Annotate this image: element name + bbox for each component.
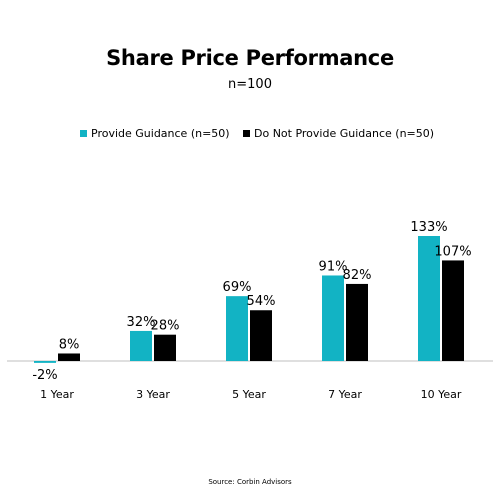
bar-provide-guidance-10-year <box>418 236 440 361</box>
bar-do-not-provide-guidance-7-year <box>346 283 368 361</box>
legend-swatch-do-not-provide-guidance <box>243 129 250 137</box>
x-tick-label-3-year: 3 Year <box>136 388 170 401</box>
x-tick-label-7-year: 7 Year <box>328 388 362 401</box>
data-label-do-not-provide-guidance-10-year: 107% <box>434 244 471 259</box>
legend-item-do-not-provide-guidance: Do Not Provide Guidance (n=50) <box>243 126 434 142</box>
x-tick-label-1-year: 1 Year <box>40 388 74 401</box>
data-label-provide-guidance-5-year: 69% <box>223 280 252 295</box>
data-label-provide-guidance-1-year: -2% <box>32 368 57 383</box>
data-label-do-not-provide-guidance-7-year: 82% <box>343 268 372 283</box>
data-label-do-not-provide-guidance-3-year: 28% <box>151 319 180 334</box>
x-tick-label-10-year: 10 Year <box>421 388 462 401</box>
data-label-provide-guidance-10-year: 133% <box>410 220 447 235</box>
chart-subtitle: n=100 <box>228 77 272 92</box>
chart-legend: Provide Guidance (n=50) Do Not Provide G… <box>0 126 500 142</box>
bar-provide-guidance-7-year <box>322 275 344 361</box>
bar-do-not-provide-guidance-5-year <box>250 310 272 361</box>
x-tick-label-5-year: 5 Year <box>232 388 266 401</box>
legend-swatch-provide-guidance <box>80 129 87 137</box>
source-note: Source: Corbin Advisors <box>208 478 292 486</box>
bar-provide-guidance-1-year <box>34 361 56 363</box>
bar-do-not-provide-guidance-10-year <box>442 260 464 361</box>
data-label-provide-guidance-3-year: 32% <box>127 315 156 330</box>
bar-do-not-provide-guidance-1-year <box>58 353 80 361</box>
legend-item-provide-guidance: Provide Guidance (n=50) <box>80 126 230 142</box>
legend-label-do-not-provide-guidance: Do Not Provide Guidance (n=50) <box>254 127 435 140</box>
bar-provide-guidance-3-year <box>130 330 152 361</box>
data-label-do-not-provide-guidance-1-year: 8% <box>59 337 80 352</box>
bar-do-not-provide-guidance-3-year <box>154 334 176 361</box>
chart-title: Share Price Performance <box>106 46 394 70</box>
data-label-do-not-provide-guidance-5-year: 54% <box>247 294 276 309</box>
legend-label-provide-guidance: Provide Guidance (n=50) <box>91 127 230 140</box>
bar-provide-guidance-5-year <box>226 296 248 361</box>
data-label-provide-guidance-7-year: 91% <box>319 259 348 274</box>
